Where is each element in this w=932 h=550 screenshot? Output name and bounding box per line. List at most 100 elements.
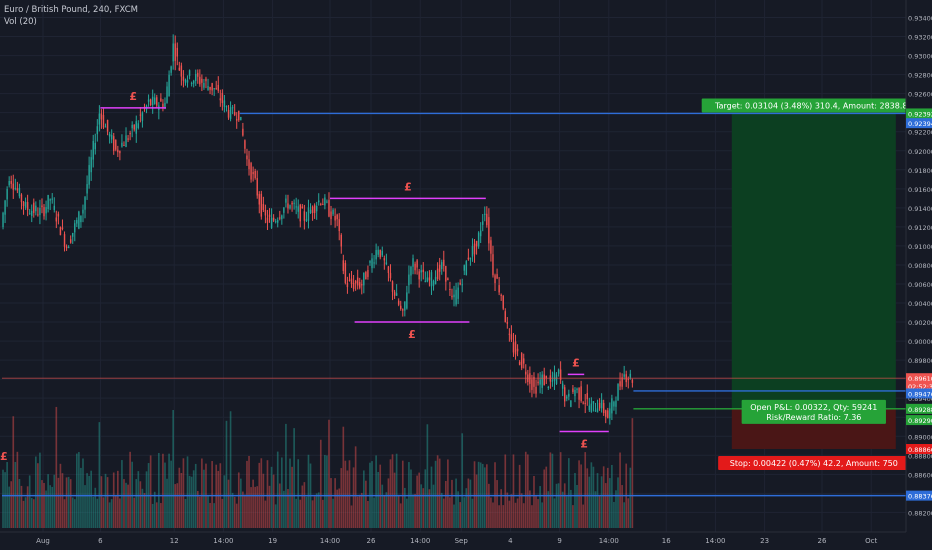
candle	[482, 214, 484, 232]
candle	[43, 204, 45, 220]
candle-body	[465, 261, 468, 275]
candle	[566, 394, 568, 402]
candle-body	[361, 284, 363, 286]
volume-bar	[322, 499, 324, 528]
volume-bar	[629, 467, 632, 528]
volume-bar	[623, 502, 625, 528]
candle-body	[301, 206, 304, 209]
candle-body	[195, 73, 197, 82]
candle	[262, 196, 265, 212]
candle-body	[295, 206, 297, 208]
candle-body	[510, 334, 513, 340]
volume-bar	[602, 466, 605, 528]
candle-body	[598, 402, 601, 409]
candle	[455, 282, 457, 307]
candle-body	[76, 220, 78, 224]
volume-bar	[389, 459, 392, 528]
volume-bar	[131, 461, 133, 528]
volume-bar	[447, 459, 449, 528]
candle-body	[213, 88, 215, 90]
volume-bar	[196, 490, 199, 528]
candle	[172, 34, 174, 70]
volume-bar	[338, 488, 341, 528]
candle-body	[51, 198, 53, 200]
candle	[547, 385, 550, 390]
volume-bar	[502, 505, 505, 528]
candle	[367, 265, 369, 280]
candle	[6, 186, 8, 207]
volume-bar	[356, 496, 359, 528]
candle-body	[236, 119, 238, 121]
candle	[477, 231, 480, 249]
candle-body	[207, 86, 209, 91]
volume-bar	[344, 460, 347, 528]
candle-body	[568, 393, 570, 397]
target-label-bg	[701, 98, 926, 113]
candle-body	[395, 293, 398, 296]
candle	[520, 352, 523, 371]
candle	[260, 190, 263, 220]
symbol-title[interactable]: Euro / British Pound, 240, FXCM	[4, 5, 139, 15]
candle-body	[74, 223, 76, 233]
volume-bar	[313, 496, 316, 528]
volume-bar	[373, 497, 375, 528]
candle-body	[619, 381, 621, 387]
candle-body	[252, 172, 254, 175]
candle	[86, 175, 88, 200]
volume-bar	[170, 460, 172, 528]
candle-body	[53, 205, 55, 210]
candle-body	[408, 274, 410, 286]
candle-body	[324, 197, 326, 206]
volume-bar	[621, 485, 623, 528]
candle-body	[436, 268, 439, 279]
candle	[580, 380, 582, 403]
time-tick-label: 26	[367, 537, 376, 545]
price-tag-bg	[906, 444, 932, 455]
volume-bar	[594, 491, 597, 528]
candle-body	[211, 83, 213, 91]
volume-bar	[488, 483, 490, 528]
candle-body	[576, 388, 578, 390]
candle	[344, 260, 347, 285]
volume-bar	[453, 504, 455, 528]
candle	[299, 203, 301, 228]
candle-body	[578, 387, 580, 400]
candle-body	[506, 322, 509, 324]
candle	[459, 279, 461, 286]
time-tick-label: 9	[557, 537, 561, 545]
volume-bar	[32, 499, 35, 528]
volume-indicator-label[interactable]: Vol (20)	[4, 17, 37, 27]
volume-bar	[531, 505, 533, 528]
volume-bar	[237, 472, 240, 528]
candle	[373, 255, 375, 269]
candle-body	[229, 107, 232, 119]
candle	[590, 397, 593, 413]
candle-body	[332, 209, 334, 215]
candle	[110, 129, 113, 144]
candle-body	[344, 263, 347, 283]
volume-bar	[67, 476, 70, 528]
candle	[229, 101, 232, 122]
candle-body	[270, 217, 273, 228]
candle	[494, 273, 496, 292]
volume-bar	[276, 451, 279, 528]
volume-bar	[551, 453, 554, 528]
candle	[244, 139, 246, 154]
volume-bar	[457, 491, 459, 528]
volume-bar	[393, 472, 396, 528]
candle	[572, 384, 574, 394]
volume-bar	[537, 499, 539, 528]
volume-bar	[367, 501, 369, 528]
candle	[605, 409, 607, 424]
volume-bar	[490, 497, 492, 528]
volume-bar	[432, 484, 435, 528]
volume-bar	[420, 484, 423, 528]
candle	[502, 294, 504, 311]
candle-body	[373, 262, 375, 264]
time-tick-label: 14:00	[410, 537, 430, 545]
volume-bar	[547, 491, 550, 528]
candle	[551, 371, 554, 387]
